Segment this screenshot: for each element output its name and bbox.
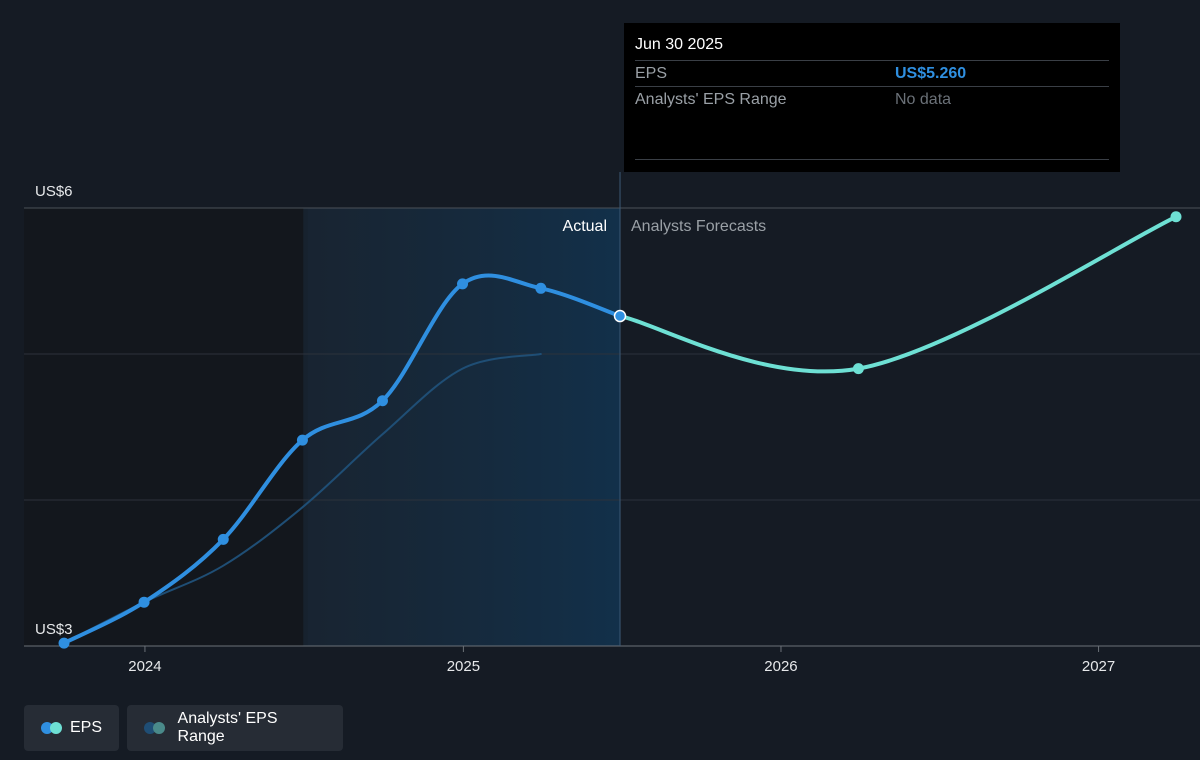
legend-dot-2 (153, 722, 165, 734)
range-legend-icon (144, 722, 168, 734)
tooltip-range-value: No data (895, 90, 952, 108)
legend-item-range[interactable]: Analysts' EPS Range (127, 705, 343, 751)
legend-label-eps: EPS (69, 719, 102, 736)
eps-actual-point[interactable] (376, 395, 388, 407)
x-tick-label: 2024 (128, 658, 161, 675)
x-tick-label: 2026 (764, 658, 797, 675)
pre-highlight-band (24, 208, 308, 646)
legend-item-eps[interactable]: EPS (24, 705, 119, 751)
eps-hover-point[interactable] (613, 309, 627, 323)
tooltip: Jun 30 2025 EPS US$5.260 Analysts' EPS R… (624, 23, 1120, 172)
eps-forecast-line (618, 214, 1178, 374)
legend: EPS Analysts' EPS Range (24, 705, 343, 751)
y-tick-label: US$6 (35, 183, 73, 200)
tooltip-divider (635, 159, 1109, 160)
tooltip-eps-label: EPS (635, 64, 668, 82)
tooltip-eps-value: US$5.260 (895, 64, 967, 82)
eps-legend-icon (41, 722, 62, 734)
legend-dot-2 (50, 722, 62, 734)
eps-actual-point[interactable] (217, 533, 229, 545)
legend-label-range: Analysts' EPS Range (177, 710, 278, 745)
forecast-region-label: Analysts Forecasts (631, 218, 766, 235)
tooltip-row-eps: EPS US$5.260 (635, 60, 1109, 86)
eps-actual-point[interactable] (138, 596, 150, 608)
tooltip-range-label: Analysts' EPS Range (635, 90, 787, 108)
eps-forecast-point[interactable] (852, 363, 864, 375)
actual-region-label: Actual (563, 218, 607, 235)
eps-actual-point[interactable] (296, 434, 308, 446)
eps-chart: 2024 2025 2026 2027 US$6 US$3 Actual Analyst… (24, 172, 1200, 675)
x-tick-label: 2025 (447, 658, 480, 675)
y-tick-label: US$3 (35, 621, 73, 638)
past-year-highlight-band (303, 208, 621, 646)
x-tick-label: 2027 (1082, 658, 1115, 675)
eps-forecast-point[interactable] (1170, 211, 1182, 223)
eps-actual-point[interactable] (58, 637, 70, 649)
eps-actual-line (62, 273, 623, 646)
eps-actual-point[interactable] (535, 282, 547, 294)
eps-actual-point[interactable] (457, 278, 469, 290)
tooltip-row-range: Analysts' EPS Range No data (635, 86, 1109, 112)
tooltip-date: Jun 30 2025 (635, 36, 724, 53)
